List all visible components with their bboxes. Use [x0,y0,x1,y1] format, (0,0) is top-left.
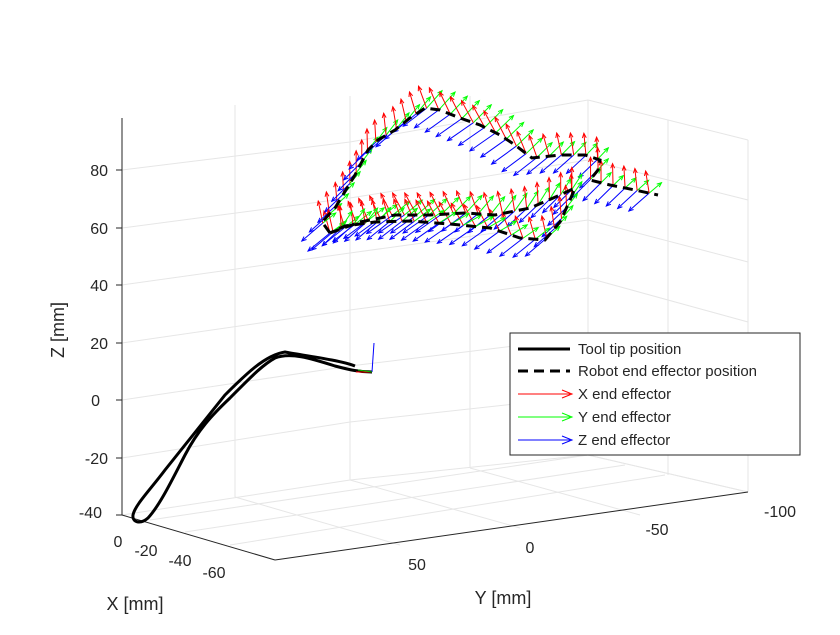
z-arrow [390,221,414,239]
z-arrow [302,223,323,241]
y-tick-labels: 50 0 -50 -100 [408,504,796,574]
x-arrow [367,129,368,151]
z-arrow [583,183,601,201]
x-arrow [537,182,538,204]
y-axis-label: Y [mm] [475,588,532,608]
z-arrow [481,139,506,157]
orientation-arrows [302,86,662,257]
z-arrow [470,133,496,151]
legend-label: Z end effector [578,432,670,449]
z-arrow [437,225,463,243]
legend-label: X end effector [578,386,671,403]
z-arrow [312,232,333,250]
z-tick-labels: 80 60 40 20 0 -20 -40 [79,163,108,522]
legend: Tool tip position Robot end effector pos… [510,333,800,455]
z-tick-label: 80 [90,163,108,180]
z-tick-label: 60 [90,221,108,238]
z-tick-label: 20 [90,336,108,353]
x-arrow [429,88,438,110]
x-tick-labels: 0 -20 -40 -60 [114,534,226,582]
x-arrow [529,135,537,157]
y-tick-label: -50 [645,522,668,539]
z-arrow [450,227,476,245]
grid [122,96,748,560]
x-arrow [566,185,567,207]
z-arrow [513,239,535,257]
z-arrow [527,156,549,174]
z-tick-marks [116,170,122,515]
y-tick-label: 0 [526,540,535,557]
z-tick-label: 0 [91,393,100,410]
z-tick-label: -20 [85,451,108,468]
y-arrow [516,130,533,146]
x-arrow [495,117,506,139]
y-arrow [574,142,586,155]
y-arrow [613,176,623,186]
x-tick-label: -20 [134,543,157,560]
y-arrow [476,216,494,226]
y-tick-label: -100 [764,504,796,521]
x-arrow [440,92,451,114]
z-arrow [567,155,586,173]
y-arrow [523,228,538,239]
y-arrow [601,173,611,183]
z-tick-label: 40 [90,278,108,295]
origin-triad [356,343,374,372]
y-tick-label: 50 [408,557,426,574]
z-arrow [606,188,625,206]
y-arrow [649,183,661,193]
x-arrow [484,111,496,133]
y-arrow [625,178,636,188]
z-tick-label: -40 [79,505,102,522]
x-tick-label: -40 [168,553,191,570]
legend-label: Y end effector [578,409,671,426]
z-arrow [492,146,517,164]
y-arrow [485,110,503,128]
y-arrow [598,148,609,159]
z-arrow [595,186,613,204]
y-arrow [488,218,505,228]
x-tick-label: 0 [114,534,123,551]
legend-label: Robot end effector position [578,363,757,380]
z-arrow [540,155,561,173]
x-axis-label: X [mm] [107,594,164,614]
z-axis-label: Z [mm] [48,302,68,358]
x-tick-label: -60 [202,565,225,582]
legend-label: Tool tip position [578,341,681,358]
